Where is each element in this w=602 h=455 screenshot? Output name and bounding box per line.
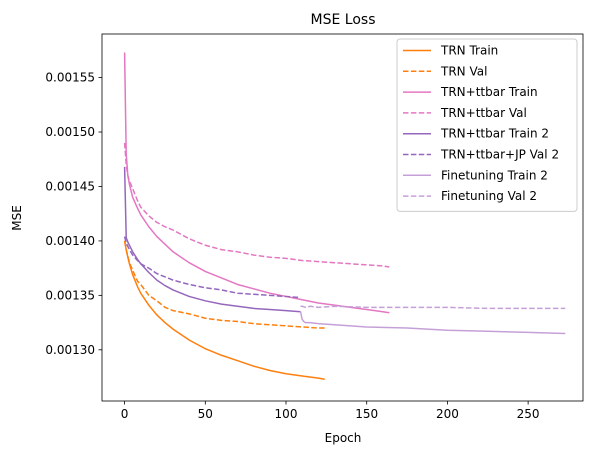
legend-label: Finetuning Train 2 <box>441 168 548 182</box>
series-line-2 <box>123 240 325 329</box>
series-line-7 <box>299 311 566 335</box>
legend-label: TRN Train <box>440 44 498 58</box>
legend-frame <box>396 38 578 212</box>
series-line-4 <box>123 142 390 268</box>
y-tick-label: 0.00150 <box>45 125 95 139</box>
x-axis-ticks: 0 50 100 150 200 250 <box>121 401 540 421</box>
series-line-5 <box>123 166 301 313</box>
series-line-1 <box>123 240 325 380</box>
legend-label: TRN+ttbar Train <box>440 85 538 99</box>
x-tick-label: 50 <box>198 407 213 421</box>
x-tick-label: 250 <box>517 407 540 421</box>
y-tick-label: 0.00155 <box>45 71 95 85</box>
x-tick-label: 200 <box>436 407 459 421</box>
x-tick-label: 0 <box>121 407 129 421</box>
axes-frame <box>101 33 584 402</box>
legend-label: TRN+ttbar+JP Val 2 <box>440 148 559 162</box>
x-tick-label: 150 <box>355 407 378 421</box>
y-tick-label: 0.00130 <box>45 343 95 357</box>
legend: TRN Train TRN Val TRN+ttbar Train TRN+ttbar… <box>396 38 578 212</box>
y-tick-label: 0.00145 <box>45 179 95 193</box>
y-axis-label: MSE <box>10 205 24 231</box>
series-line-3 <box>123 52 390 314</box>
series-line-8 <box>300 305 566 310</box>
legend-label: TRN+ttbar Train 2 <box>440 127 549 141</box>
series-layer <box>123 52 566 380</box>
y-tick-label: 0.00135 <box>45 288 95 302</box>
legend-label: TRN Val <box>440 64 487 78</box>
x-axis-label: Epoch <box>325 431 362 445</box>
legend-label: Finetuning Val 2 <box>441 189 537 203</box>
x-tick-label: 100 <box>275 407 298 421</box>
y-tick-label: 0.00140 <box>45 234 95 248</box>
series-line-6 <box>123 236 301 299</box>
y-axis-ticks: 0.00130 0.00135 0.00140 0.00145 0.00150 0.001… <box>45 71 102 357</box>
chart-title: MSE Loss <box>311 12 376 28</box>
legend-label: TRN+ttbar Val <box>440 106 527 120</box>
